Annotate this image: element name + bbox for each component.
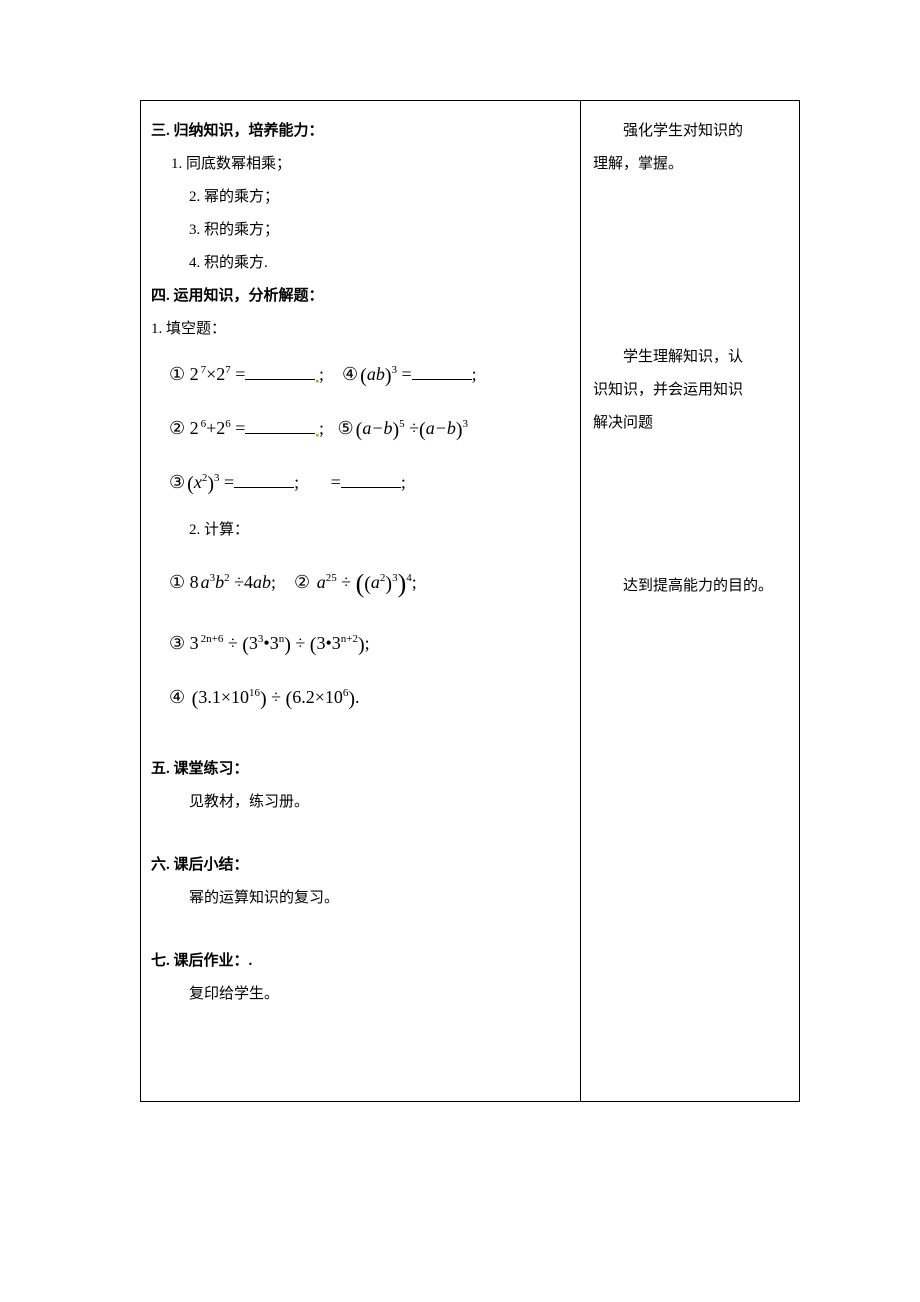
- right-note-2-line1: 学生理解知识，认: [593, 341, 787, 374]
- section-6-heading: 六. 课后小结：: [151, 849, 564, 882]
- math-calc-1: ① 8a3b2 ÷4ab; ② a25 ÷ ((a2)3)4;: [169, 553, 564, 615]
- right-note-1-line2: 理解，掌握。: [593, 148, 787, 181]
- section-7: 七. 课后作业：. 复印给学生。: [151, 945, 564, 1011]
- right-note-1: 强化学生对知识的 理解，掌握。: [593, 115, 787, 181]
- section-5: 五. 课堂练习： 见教材，练习册。: [151, 753, 564, 819]
- section-3-item-4: 4. 积的乘方.: [151, 247, 564, 280]
- blank-input: [341, 469, 401, 488]
- left-column: 三. 归纳知识，培养能力： 1. 同底数幂相乘； 2. 幂的乘方； 3. 积的乘…: [141, 101, 581, 1101]
- blank-input: [245, 415, 315, 434]
- right-note-2-line2: 识知识，并会运用知识: [593, 374, 787, 407]
- section-4: 四. 运用知识，分析解题： 1. 填空题： ① 27×27 =▪; ④(ab)3…: [151, 280, 564, 723]
- blank-input: [234, 469, 294, 488]
- right-note-2: 学生理解知识，认 识知识，并会运用知识 解决问题: [593, 341, 787, 440]
- section-3-item-3: 3. 积的乘方；: [151, 214, 564, 247]
- section-7-heading: 七. 课后作业：.: [151, 945, 564, 978]
- two-column-table: 三. 归纳知识，培养能力： 1. 同底数幂相乘； 2. 幂的乘方； 3. 积的乘…: [140, 100, 800, 1102]
- math-calc-2: ③ 32n+6 ÷ (33•3n) ÷ (3•3n+2);: [169, 621, 564, 669]
- section-4-q2-label: 2. 计算：: [151, 514, 564, 547]
- math-row-3: ③(x2)3 =; =;: [169, 460, 564, 508]
- right-note-2-line3: 解决问题: [593, 407, 787, 440]
- right-note-3-line1: 达到提高能力的目的。: [593, 570, 787, 603]
- math-row-2: ② 26+26 =▪; ⑤(a−b)5 ÷(a−b)3: [169, 406, 564, 454]
- page: 三. 归纳知识，培养能力： 1. 同底数幂相乘； 2. 幂的乘方； 3. 积的乘…: [0, 0, 920, 1302]
- section-4-q1-label: 1. 填空题：: [151, 313, 564, 346]
- blank-input: [245, 361, 315, 380]
- math-calc-3: ④ (3.1×1016) ÷ (6.2×106).: [169, 675, 564, 723]
- section-5-heading: 五. 课堂练习：: [151, 753, 564, 786]
- section-3-heading: 三. 归纳知识，培养能力：: [151, 115, 564, 148]
- right-note-1-line1: 强化学生对知识的: [593, 115, 787, 148]
- right-note-3: 达到提高能力的目的。: [593, 570, 787, 603]
- section-4-heading: 四. 运用知识，分析解题：: [151, 280, 564, 313]
- section-7-body: 复印给学生。: [151, 978, 564, 1011]
- section-3: 三. 归纳知识，培养能力： 1. 同底数幂相乘； 2. 幂的乘方； 3. 积的乘…: [151, 115, 564, 280]
- section-5-body: 见教材，练习册。: [151, 786, 564, 819]
- section-6: 六. 课后小结： 幂的运算知识的复习。: [151, 849, 564, 915]
- right-column: 强化学生对知识的 理解，掌握。 学生理解知识，认 识知识，并会运用知识 解决问题…: [581, 101, 799, 1101]
- math-row-1: ① 27×27 =▪; ④(ab)3 =;: [169, 352, 564, 400]
- section-3-item-2: 2. 幂的乘方；: [151, 181, 564, 214]
- section-3-item-1: 1. 同底数幂相乘；: [151, 148, 564, 181]
- blank-input: [412, 361, 472, 380]
- section-6-body: 幂的运算知识的复习。: [151, 882, 564, 915]
